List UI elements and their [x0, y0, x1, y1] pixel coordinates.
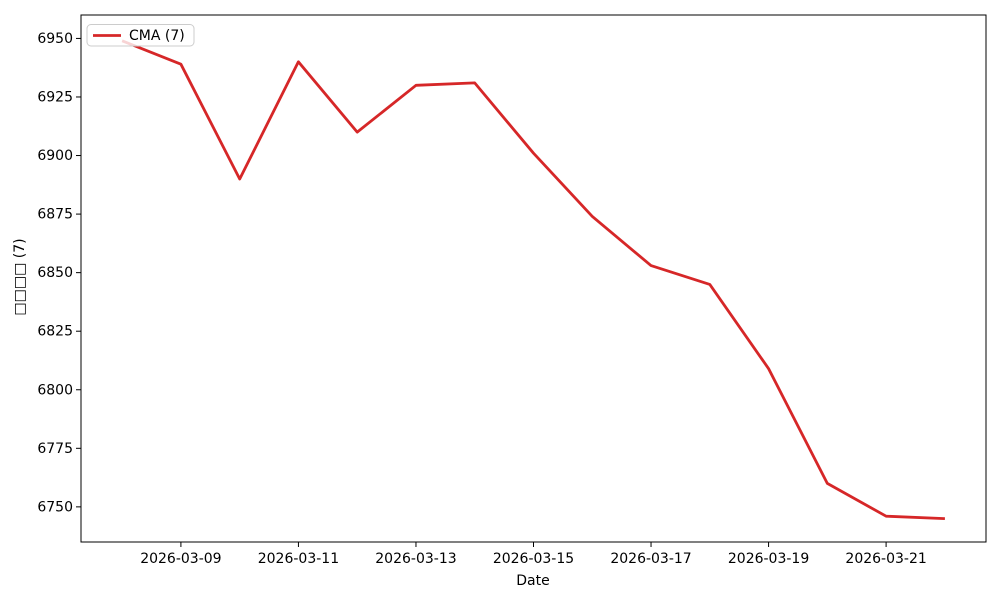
x-tick-label: 2026-03-11: [258, 551, 339, 567]
legend: CMA (7): [86, 24, 195, 47]
y-axis-label: □□□□ (7): [12, 238, 28, 315]
y-tick-label: 6900: [37, 148, 73, 164]
x-tick-label: 2026-03-21: [845, 551, 926, 567]
y-tick-label: 6875: [37, 207, 73, 223]
axes-spines: [80, 14, 987, 543]
y-tick-label: 6950: [37, 31, 73, 47]
x-tick-label: 2026-03-17: [610, 551, 691, 567]
y-tick-label: 6850: [37, 265, 73, 281]
x-tick-label: 2026-03-19: [728, 551, 809, 567]
y-tick-label: 6925: [37, 89, 73, 105]
y-tick-label: 6825: [37, 324, 73, 340]
plot-area: 6750 6775 6800 6825 6850 6875 6900 6925 6950 2026…: [37, 14, 987, 567]
legend-label: CMA (7): [129, 28, 185, 44]
x-tick-label: 2026-03-15: [493, 551, 574, 567]
x-axis-label: Date: [516, 573, 549, 589]
y-tick-label: 6800: [37, 382, 73, 398]
data-series-line: [121, 39, 945, 520]
x-tick-label: 2026-03-09: [140, 551, 221, 567]
x-tick-label: 2026-03-13: [375, 551, 456, 567]
legend-box: [86, 24, 195, 47]
y-tick-label: 6775: [37, 441, 73, 457]
y-tick-label: 6750: [37, 499, 73, 515]
